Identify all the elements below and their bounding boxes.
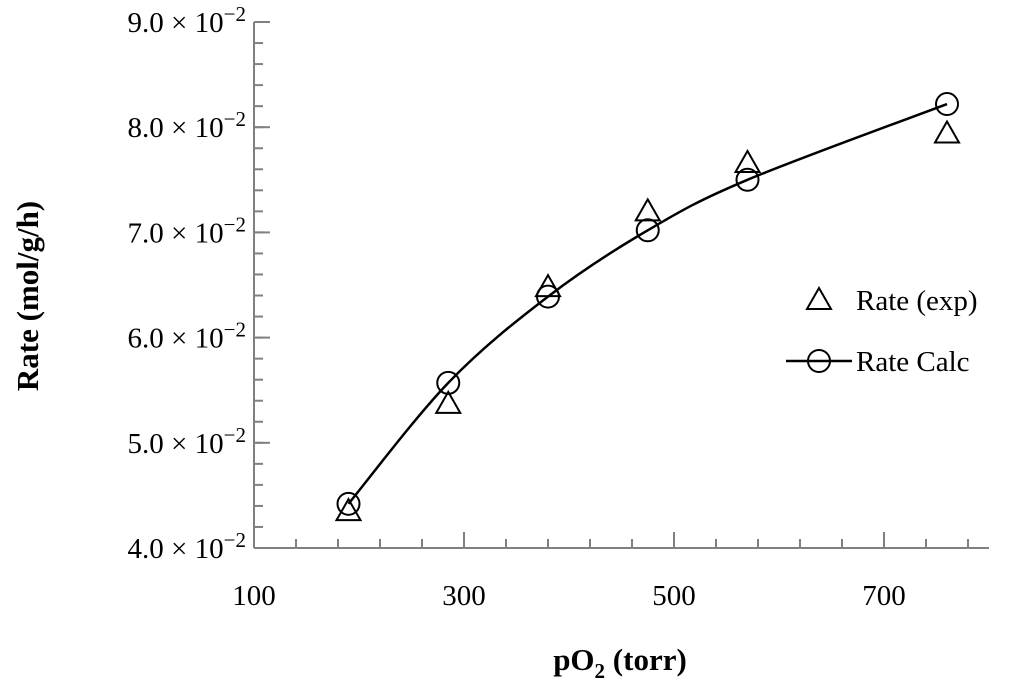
major-ticks xyxy=(253,21,885,549)
rate-calc-line xyxy=(347,102,948,505)
rate-calc-point xyxy=(735,167,760,192)
rate-exp-point xyxy=(434,389,462,414)
x-tick-label: 700 xyxy=(862,580,906,612)
rate-calc-point xyxy=(635,218,660,243)
legend-marker-rate-exp xyxy=(805,285,833,310)
x-tick-labels: 100 300 500 700 xyxy=(232,580,906,612)
legend-label: Rate Calc xyxy=(856,346,970,378)
rate-calc-point xyxy=(436,370,461,395)
plot-area: 4.0 × 10−2 5.0 × 10−2 6.0 × 10−2 7.0 × 10−2… xyxy=(128,2,989,612)
y-tick-label: 9.0 × 10−2 xyxy=(128,2,246,39)
rate-exp-point xyxy=(334,497,363,522)
x-tick-label: 100 xyxy=(232,580,276,612)
x-tick-label: 500 xyxy=(652,580,696,612)
rate-calc-point xyxy=(935,92,959,117)
rate-calc-point xyxy=(536,284,560,309)
y-tick-label: 6.0 × 10−2 xyxy=(128,318,246,355)
x-axis-title: pO2 (torr) xyxy=(553,642,687,683)
legend-label: Rate (exp) xyxy=(856,285,978,317)
y-axis-title: Rate (mol/g/h) xyxy=(10,201,45,391)
rate-exp-point xyxy=(733,148,762,173)
x-tick-label: 300 xyxy=(442,580,486,612)
y-tick-label: 5.0 × 10−2 xyxy=(128,423,246,460)
y-tick-labels: 4.0 × 10−2 5.0 × 10−2 6.0 × 10−2 7.0 × 10−2… xyxy=(128,2,246,565)
series-layer xyxy=(334,92,961,522)
y-tick-label: 8.0 × 10−2 xyxy=(128,107,246,144)
rate-calc-point xyxy=(336,491,361,516)
legend: Rate (exp) Rate Calc xyxy=(786,285,978,378)
legend-marker-rate-calc xyxy=(807,349,831,373)
rate-exp-point xyxy=(933,119,961,144)
y-tick-label: 4.0 × 10−2 xyxy=(128,528,246,565)
y-tick-label: 7.0 × 10−2 xyxy=(128,212,246,249)
rate-exp-point xyxy=(634,197,662,222)
